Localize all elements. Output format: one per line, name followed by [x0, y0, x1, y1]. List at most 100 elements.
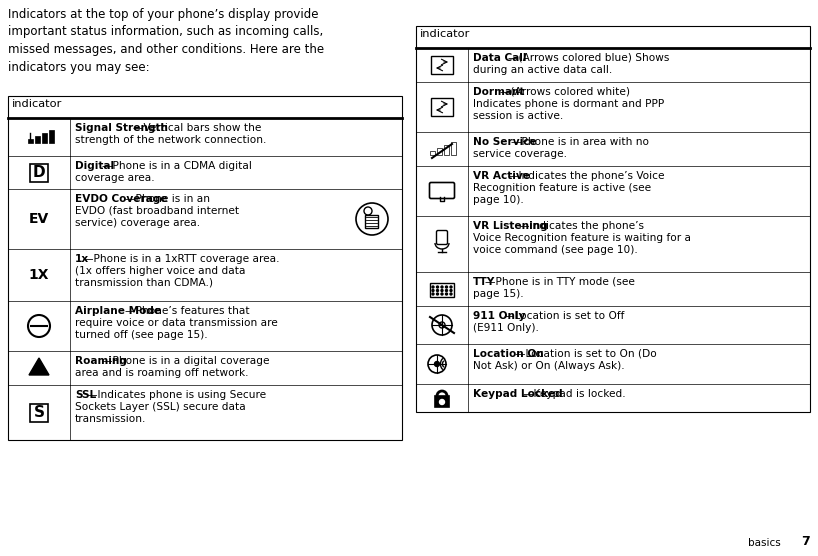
Text: page 10).: page 10). [473, 195, 524, 205]
Circle shape [439, 322, 445, 328]
Text: —Phone is in a CDMA digital: —Phone is in a CDMA digital [102, 161, 252, 171]
Bar [42, 133, 47, 143]
Text: —(Arrows colored white): —(Arrows colored white) [500, 87, 630, 97]
Circle shape [432, 293, 434, 295]
Text: voice command (see page 10).: voice command (see page 10). [473, 245, 638, 255]
Text: —Location is set to Off: —Location is set to Off [504, 311, 624, 321]
Text: S: S [34, 405, 44, 420]
Circle shape [432, 286, 434, 288]
Text: —Phone is in area with no: —Phone is in area with no [511, 137, 649, 147]
Text: service coverage.: service coverage. [473, 149, 567, 159]
Text: —Phone is in a digital coverage: —Phone is in a digital coverage [102, 356, 269, 366]
Text: Roaming: Roaming [75, 356, 127, 366]
Circle shape [356, 203, 388, 235]
Text: —Indicates the phone’s Voice: —Indicates the phone’s Voice [507, 171, 664, 181]
Text: EVDO (fast broadband internet: EVDO (fast broadband internet [75, 206, 239, 216]
FancyBboxPatch shape [437, 231, 447, 245]
Circle shape [446, 286, 447, 288]
Text: —Keypad is locked.: —Keypad is locked. [523, 389, 626, 399]
Text: No Service: No Service [473, 137, 537, 147]
Text: —Location is set to On (Do: —Location is set to On (Do [515, 349, 657, 359]
Text: Recognition feature is active (see: Recognition feature is active (see [473, 183, 651, 193]
Bar [444, 145, 449, 155]
Bar [435, 396, 449, 407]
Bar [431, 98, 453, 116]
Polygon shape [29, 358, 49, 375]
Text: —Phone is in a 1xRTT coverage area.: —Phone is in a 1xRTT coverage area. [83, 254, 279, 264]
Text: turned off (see page 15).: turned off (see page 15). [75, 330, 208, 340]
Text: VR Listening: VR Listening [473, 221, 548, 231]
FancyBboxPatch shape [429, 182, 455, 198]
Bar [416, 26, 810, 412]
Text: 1X: 1X [29, 268, 49, 282]
Text: SSL: SSL [75, 390, 97, 400]
Text: indicator: indicator [12, 99, 62, 109]
Text: (1x offers higher voice and data: (1x offers higher voice and data [75, 266, 245, 276]
Bar [35, 136, 40, 143]
Bar [365, 215, 378, 228]
Text: TTY: TTY [473, 277, 496, 287]
Circle shape [437, 290, 438, 291]
Bar [430, 283, 454, 297]
Text: EVDO Coverage: EVDO Coverage [75, 194, 168, 204]
Circle shape [428, 355, 446, 373]
Circle shape [432, 290, 434, 291]
Bar [431, 56, 453, 74]
Text: Not Ask) or On (Always Ask).: Not Ask) or On (Always Ask). [473, 361, 625, 371]
Text: Data Call: Data Call [473, 53, 527, 63]
Circle shape [441, 290, 443, 291]
Bar [451, 142, 456, 155]
Circle shape [364, 207, 372, 215]
Bar [49, 130, 54, 143]
Circle shape [434, 361, 439, 366]
Circle shape [437, 293, 438, 295]
Text: Indicates phone is dormant and PPP: Indicates phone is dormant and PPP [473, 99, 664, 109]
Circle shape [450, 290, 452, 291]
Circle shape [439, 400, 444, 405]
Text: —(Arrows colored blue) Shows: —(Arrows colored blue) Shows [507, 53, 669, 63]
Text: transmission than CDMA.): transmission than CDMA.) [75, 277, 213, 287]
Bar [8, 96, 402, 440]
Text: —Phone’s features that: —Phone’s features that [125, 306, 249, 316]
Circle shape [441, 293, 443, 295]
Text: transmission.: transmission. [75, 414, 146, 424]
Text: session is active.: session is active. [473, 111, 564, 121]
Text: area and is roaming off network.: area and is roaming off network. [75, 368, 249, 378]
Text: VR Active: VR Active [473, 171, 530, 181]
Text: —Indicates the phone’s: —Indicates the phone’s [519, 221, 644, 231]
Text: —Phone is in TTY mode (see: —Phone is in TTY mode (see [484, 277, 635, 287]
Text: 911 Only: 911 Only [473, 311, 525, 321]
Circle shape [450, 293, 452, 295]
Circle shape [450, 286, 452, 288]
Bar [430, 151, 435, 155]
Text: service) coverage area.: service) coverage area. [75, 217, 200, 227]
Text: require voice or data transmission are: require voice or data transmission are [75, 318, 278, 328]
Circle shape [441, 286, 443, 288]
Text: (E911 Only).: (E911 Only). [473, 323, 539, 333]
Text: D: D [33, 165, 45, 180]
Text: indicator: indicator [420, 29, 470, 39]
Text: Keypad Locked: Keypad Locked [473, 389, 563, 399]
Text: —Indicates phone is using Secure: —Indicates phone is using Secure [87, 390, 266, 400]
Text: Voice Recognition feature is waiting for a: Voice Recognition feature is waiting for… [473, 233, 691, 243]
Text: EV: EV [29, 212, 49, 226]
Circle shape [432, 315, 452, 335]
Text: page 15).: page 15). [473, 289, 524, 299]
Text: 7: 7 [802, 535, 810, 548]
Text: Indicators at the top of your phone’s display provide
important status informati: Indicators at the top of your phone’s di… [8, 8, 324, 73]
Bar [437, 148, 442, 155]
FancyBboxPatch shape [30, 404, 48, 421]
Text: coverage area.: coverage area. [75, 173, 155, 183]
Text: Digital: Digital [75, 161, 115, 171]
Text: Location On: Location On [473, 349, 544, 359]
Text: —Phone is in an: —Phone is in an [125, 194, 210, 204]
Bar [28, 139, 33, 143]
Text: 1x: 1x [75, 254, 89, 264]
Text: Sockets Layer (SSL) secure data: Sockets Layer (SSL) secure data [75, 402, 245, 412]
Text: Signal Strength: Signal Strength [75, 123, 168, 133]
Text: Dormant: Dormant [473, 87, 524, 97]
Text: —Vertical bars show the: —Vertical bars show the [133, 123, 261, 133]
Text: basics: basics [748, 538, 780, 548]
Text: Airplane Mode: Airplane Mode [75, 306, 161, 316]
Circle shape [446, 290, 447, 291]
